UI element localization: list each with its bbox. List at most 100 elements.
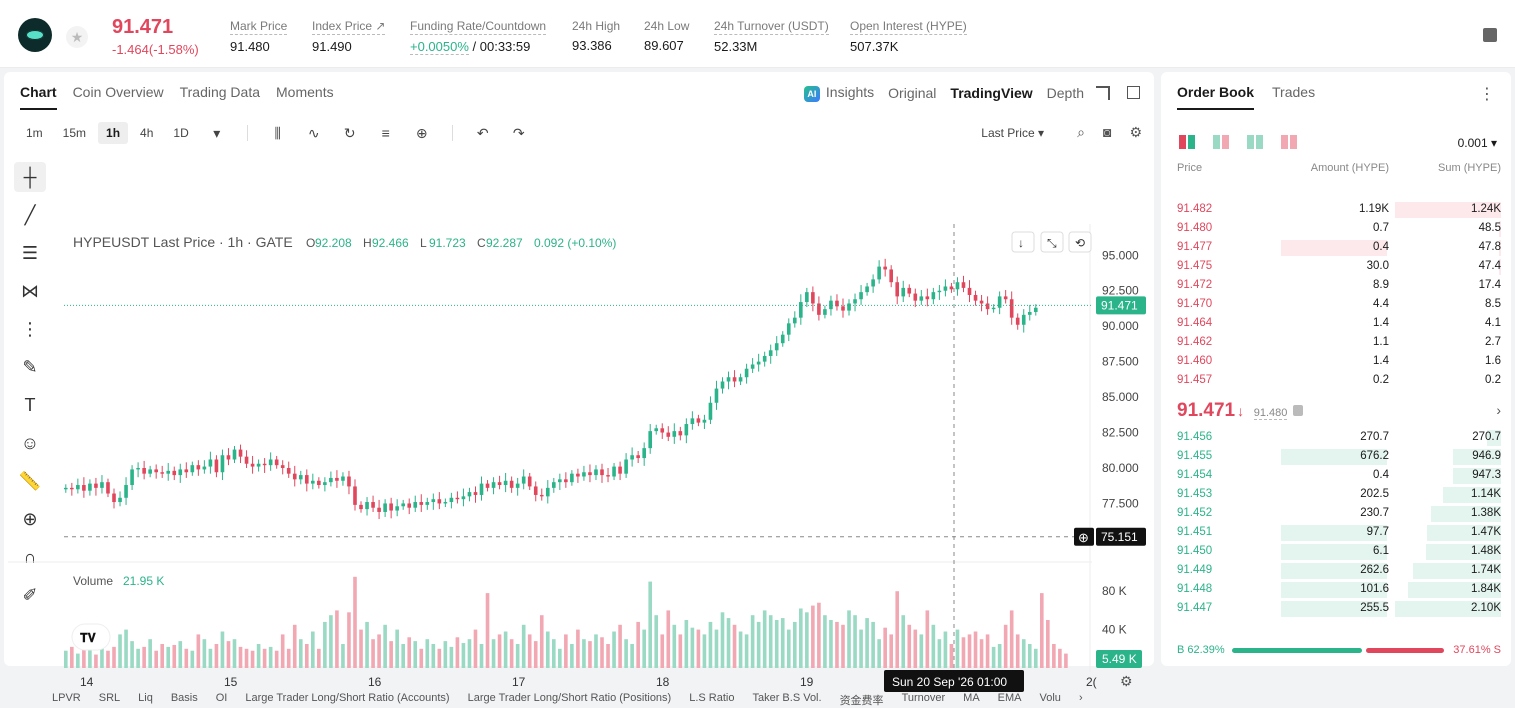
tab-original[interactable]: Original	[888, 85, 937, 101]
more-options-icon[interactable]: ⋮	[1479, 86, 1495, 103]
chevron-right-icon[interactable]: ›	[1496, 402, 1501, 418]
bid-row[interactable]: 91.449 262.6 1.74K	[1177, 561, 1501, 580]
zoom-in-icon[interactable]: ⊕	[22, 508, 38, 529]
tab-chart[interactable]: Chart	[20, 84, 57, 110]
brush-icon[interactable]: ✎	[22, 356, 38, 377]
tab-order-book[interactable]: Order Book	[1177, 84, 1255, 110]
view-mixed-icon[interactable]	[1213, 135, 1229, 149]
gear-icon[interactable]: ⚙	[1129, 124, 1142, 140]
ask-row[interactable]: 91.472 8.9 17.4	[1177, 276, 1501, 295]
expand-icon[interactable]	[1096, 86, 1110, 100]
bid-row[interactable]: 91.455 676.2 946.9	[1177, 447, 1501, 466]
camera-icon[interactable]: ◙	[1102, 124, 1112, 140]
replay-icon[interactable]: ↻	[343, 125, 356, 141]
ask-row[interactable]: 91.460 1.4 1.6	[1177, 352, 1501, 371]
tab-trades[interactable]: Trades	[1272, 84, 1316, 100]
bid-row[interactable]: 91.454 0.4 947.3	[1177, 466, 1501, 485]
indicator-lt-accounts[interactable]: Large Trader Long/Short Ratio (Accounts)	[245, 692, 450, 704]
tab-moments[interactable]: Moments	[276, 84, 334, 100]
candles-icon[interactable]: ⫼	[274, 125, 281, 141]
tab-depth[interactable]: Depth	[1046, 85, 1084, 101]
indicator-ema[interactable]: EMA	[997, 692, 1022, 704]
indicator-lpvr[interactable]: LPVR	[52, 692, 81, 704]
candle-body	[545, 487, 550, 497]
indicator-turnover[interactable]: Turnover	[901, 692, 946, 704]
indicator-ma[interactable]: MA	[963, 692, 980, 704]
indicator-srl[interactable]: SRL	[98, 692, 121, 704]
bid-row[interactable]: 91.451 97.7 1.47K	[1177, 523, 1501, 542]
add-alert-icon[interactable]: ⊕	[415, 125, 428, 141]
indicator-liq[interactable]: Liq	[138, 692, 153, 704]
ask-row[interactable]: 91.462 1.1 2.7	[1177, 333, 1501, 352]
crosshair-icon[interactable]: ┼	[14, 162, 46, 192]
timeframe-1d[interactable]: 1D	[173, 126, 189, 140]
bid-row[interactable]: 91.452 230.7 1.38K	[1177, 504, 1501, 523]
ask-row[interactable]: 91.482 1.19K 1.24K	[1177, 200, 1501, 219]
indicator-oi[interactable]: OI	[215, 692, 228, 704]
volume-bar	[317, 648, 321, 668]
trendline-icon[interactable]: ╱	[24, 204, 36, 225]
tab-tradingview[interactable]: TradingView	[950, 85, 1033, 101]
ask-row[interactable]: 91.464 1.4 4.1	[1177, 314, 1501, 333]
favorite-star-icon[interactable]: ★	[66, 26, 88, 48]
ask-row[interactable]: 91.480 0.7 48.5	[1177, 219, 1501, 238]
horizontal-lines-icon[interactable]: ☰	[21, 242, 39, 263]
volume-bar	[883, 627, 887, 668]
bid-row[interactable]: 91.448 101.6 1.84K	[1177, 580, 1501, 599]
bid-row[interactable]: 91.447 255.5 2.10K	[1177, 599, 1501, 618]
tab-trading-data[interactable]: Trading Data	[179, 84, 261, 100]
price-change: -1.464(-1.58%)	[112, 42, 199, 57]
chart-control-button[interactable]	[1011, 231, 1035, 253]
view-asks-icon[interactable]	[1281, 135, 1297, 149]
fib-icon[interactable]: ⋮	[21, 318, 39, 339]
indicator-basis[interactable]: Basis	[170, 692, 198, 704]
ask-row[interactable]: 91.475 30.0 47.4	[1177, 257, 1501, 276]
price-chart[interactable]: 95.000 92.500 90.000 87.500 85.000 82.500 80.0…	[8, 144, 1154, 692]
search-icon[interactable]: ⌕	[1077, 124, 1085, 140]
tradingview-logo-text: 𝐓𝐕	[80, 631, 97, 645]
emoji-icon[interactable]: ☺	[20, 432, 40, 453]
price-type-select[interactable]: Last Price ▾	[981, 126, 1044, 140]
view-bids-icon[interactable]	[1247, 135, 1263, 149]
timeframe-1h[interactable]: 1h	[98, 122, 129, 144]
pattern-icon[interactable]: ⋈	[21, 280, 39, 301]
text-icon[interactable]: T	[24, 394, 36, 415]
chevron-right-icon[interactable]: ›	[1078, 692, 1083, 704]
precision-select[interactable]: 0.001 ▾	[1457, 136, 1497, 150]
timeframe-15m[interactable]: 15m	[62, 126, 87, 140]
tab-insights[interactable]: AI Insights	[803, 84, 874, 102]
indicator-lt-positions[interactable]: Large Trader Long/Short Ratio (Positions…	[467, 692, 672, 704]
indicator-volume[interactable]: Volu	[1039, 692, 1061, 704]
candle-body	[612, 466, 616, 477]
ask-row[interactable]: 91.457 0.2 0.2	[1177, 371, 1501, 390]
indicators-icon[interactable]: ∿	[307, 125, 320, 141]
lock-icon[interactable]: ✐	[22, 584, 38, 605]
ruler-icon[interactable]: 📏	[18, 470, 42, 491]
ask-row[interactable]: 91.470 4.4 8.5	[1177, 295, 1501, 314]
timeframe-4h[interactable]: 4h	[140, 126, 154, 140]
indicator-taker-vol[interactable]: Taker B.S Vol.	[752, 692, 822, 704]
volume-bar	[871, 621, 875, 668]
indicator-ls-ratio[interactable]: L.S Ratio	[689, 692, 735, 704]
undo-icon[interactable]: ↶	[476, 125, 489, 141]
chart-control-button[interactable]	[1040, 231, 1064, 253]
templates-icon[interactable]: ≡	[381, 125, 390, 141]
timeframe-1m[interactable]: 1m	[26, 126, 43, 140]
chart-control-button[interactable]	[1068, 231, 1092, 253]
ask-row[interactable]: 91.477 0.4 47.8	[1177, 238, 1501, 257]
view-both-icon[interactable]	[1179, 135, 1195, 149]
indicator-funding[interactable]: 资金费率	[839, 695, 884, 707]
redo-icon[interactable]: ↷	[512, 125, 525, 141]
chevron-down-icon[interactable]: ▾	[213, 125, 221, 141]
crosshair-plus-bg[interactable]	[1074, 527, 1094, 546]
window-icon[interactable]	[1127, 86, 1140, 99]
tab-coin-overview[interactable]: Coin Overview	[72, 84, 164, 100]
stat-mark-price: Mark Price 91.480	[230, 19, 288, 54]
mid-price[interactable]: 91.471 ↓ 91.480 ›	[1177, 400, 1501, 421]
volume-bar	[582, 639, 586, 668]
bid-row[interactable]: 91.453 202.5 1.14K	[1177, 485, 1501, 504]
guide-book-icon[interactable]	[1483, 28, 1497, 42]
bid-row[interactable]: 91.456 270.7 270.7	[1177, 428, 1501, 447]
bid-row[interactable]: 91.450 6.1 1.48K	[1177, 542, 1501, 561]
stat-index-price[interactable]: Index Price ↗ 91.490	[312, 19, 386, 54]
